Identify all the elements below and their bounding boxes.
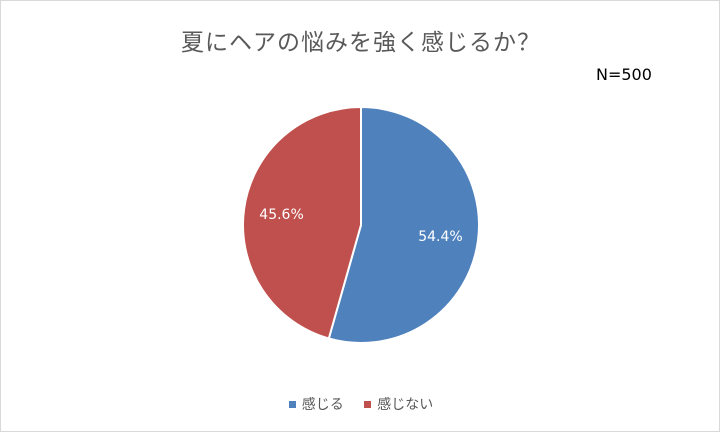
slice-no bbox=[242, 105, 362, 340]
chart-title: 夏にヘアの悩みを強く感じるか？ bbox=[181, 30, 541, 56]
legend-label-no: 感じない bbox=[377, 397, 434, 413]
legend-swatch-no bbox=[364, 400, 372, 408]
slice-yes bbox=[327, 105, 480, 344]
data-label-yes: 54.4% bbox=[418, 229, 462, 245]
legend-label-yes: 感じる bbox=[301, 397, 344, 413]
sample-size-note: N=500 bbox=[596, 65, 652, 84]
data-label-no: 45.6% bbox=[259, 207, 303, 223]
legend-swatch-yes bbox=[288, 400, 296, 408]
legend-item-no: 感じない bbox=[364, 394, 433, 414]
legend: 感じる 感じない bbox=[1, 394, 720, 414]
legend-item-yes: 感じる bbox=[288, 394, 344, 414]
